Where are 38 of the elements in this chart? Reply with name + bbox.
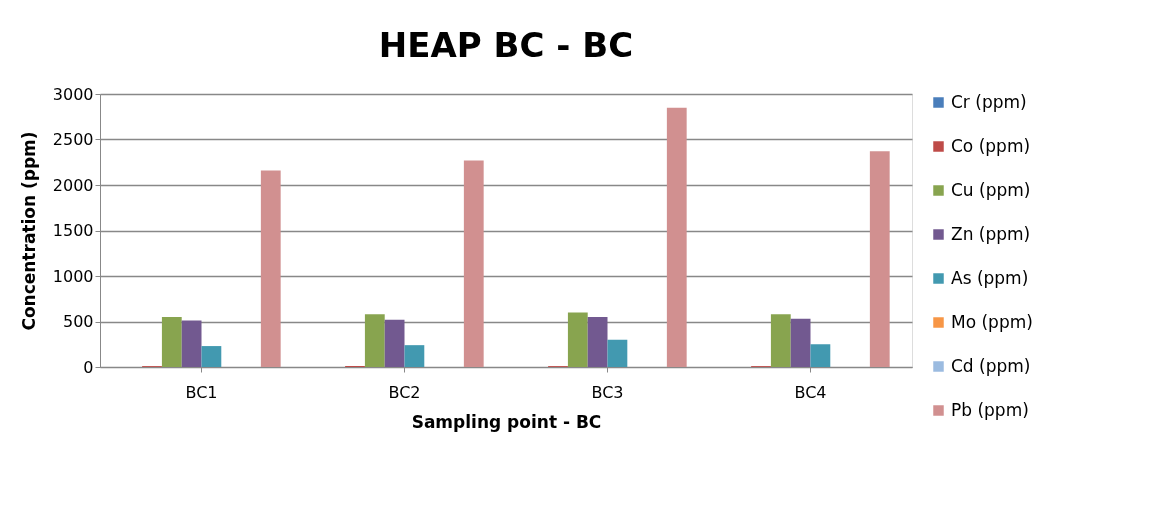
legend-label: Pb (ppm) [951,399,1029,420]
bar [810,344,831,367]
y-tick-label: 0 [83,357,94,377]
x-tick-label: BC4 [794,382,827,402]
y-tick-label: 1000 [52,266,94,286]
bar [201,346,222,367]
bar [364,314,385,367]
bar [567,312,588,367]
x-tick-label: BC1 [185,382,218,402]
bar [770,314,791,367]
bar [260,170,281,367]
x-axis-title: Sampling point - BC [411,411,602,432]
y-tick-label: 3000 [52,84,94,104]
legend-label: Mo (ppm) [951,311,1033,332]
bar [869,151,890,367]
bar [384,319,405,367]
legend-label: Cr (ppm) [951,91,1027,112]
bar [181,320,202,367]
y-tick-label: 2500 [52,130,94,149]
legend-label: Cd (ppm) [951,355,1031,376]
x-tick-label: BC3 [591,382,624,402]
legend-label: As (ppm) [951,267,1029,288]
x-tick-label: BC2 [388,382,421,402]
bar [161,316,182,367]
y-axis-title: Concentration (ppm) [18,131,39,331]
y-tick-label: 1500 [52,221,94,240]
bar [587,316,608,367]
legend-label: Co (ppm) [951,135,1031,156]
y-tick-label: 2000 [52,175,94,195]
bar [463,160,484,367]
legend-label: Cu (ppm) [951,179,1031,200]
legend-label: Zn (ppm) [951,223,1031,244]
chart-title: HEAP BC - BC [378,25,634,65]
bar [607,339,628,367]
bar [404,345,425,367]
y-tick-label: 500 [62,312,94,331]
bar [666,107,687,367]
bar [790,318,811,367]
